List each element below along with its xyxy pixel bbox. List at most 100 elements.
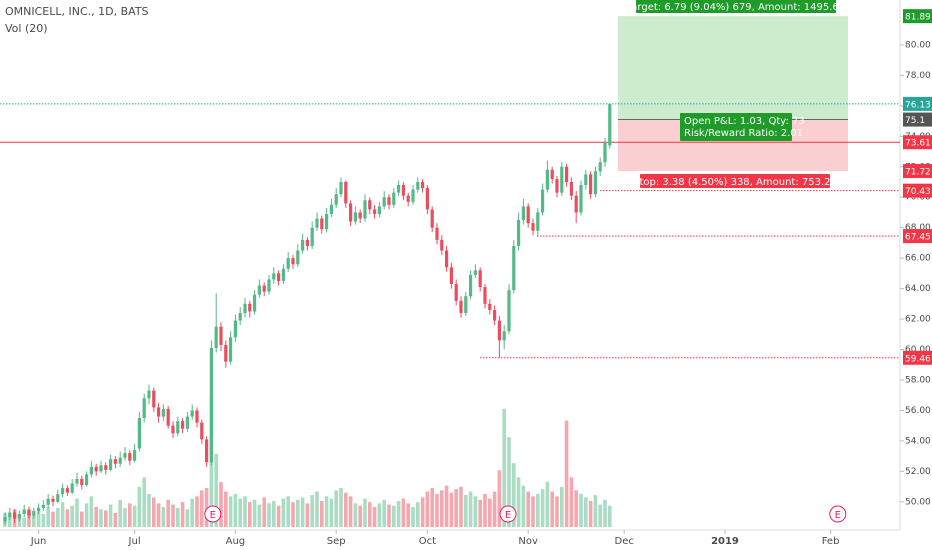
volume-bar <box>425 491 430 527</box>
volume-bar <box>483 493 487 527</box>
indicator-label: Vol (20) <box>5 22 48 35</box>
volume-bar <box>276 505 281 527</box>
y-tick-label: 78.00 <box>905 71 931 81</box>
y-tick-label: 58.00 <box>905 375 931 385</box>
volume-bar <box>411 506 415 527</box>
candle-body <box>516 220 521 246</box>
candle-body <box>152 390 156 408</box>
volume-bar <box>214 453 218 527</box>
target-zone <box>618 16 848 120</box>
volume-bar <box>430 488 434 527</box>
candle-body <box>401 185 405 196</box>
candle-body <box>80 478 84 486</box>
volume-bar <box>598 504 602 527</box>
candle-body <box>161 408 165 417</box>
candle-body <box>248 303 252 312</box>
candle-body <box>214 326 218 349</box>
candle-body <box>584 174 588 186</box>
price-badge <box>903 183 932 198</box>
volume-bar <box>281 498 286 527</box>
volume-bar <box>199 490 204 527</box>
y-tick-label: 68.00 <box>905 223 931 233</box>
x-tick-label: Jul <box>128 536 141 547</box>
y-tick-label: 66.00 <box>905 254 931 264</box>
x-tick-label: Nov <box>518 536 538 547</box>
x-tick-label: Sep <box>327 536 346 547</box>
volume-bar <box>243 496 247 527</box>
candle-body <box>372 209 377 214</box>
volume-bar <box>415 502 420 527</box>
candle-body <box>392 192 396 205</box>
candle-body <box>555 178 559 193</box>
volume-bar <box>137 486 142 527</box>
x-tick-label: Feb <box>822 536 840 547</box>
candle-body <box>459 300 463 313</box>
volume-bar <box>579 493 583 527</box>
candle-body <box>113 459 117 464</box>
candle-body <box>324 213 329 230</box>
volume-bar <box>190 498 194 527</box>
x-tick-label: Jun <box>30 536 47 547</box>
volume-bar <box>94 506 98 527</box>
candle-body <box>521 206 525 221</box>
volume-bar <box>564 420 569 527</box>
volume-bar <box>516 477 521 527</box>
candle-body <box>545 169 549 190</box>
volume-bar <box>41 514 46 527</box>
candle-body <box>603 142 607 163</box>
candle-body <box>377 206 381 214</box>
candle-body <box>564 166 569 182</box>
volume-bar <box>108 504 113 527</box>
volume-bar <box>286 496 290 527</box>
candle-body <box>12 512 17 519</box>
volume-bar <box>435 493 439 527</box>
volume-bar <box>468 491 473 527</box>
candle-body <box>147 390 151 399</box>
volume-bar <box>257 504 262 527</box>
candle-body <box>296 250 300 265</box>
volume-bar <box>387 504 391 527</box>
volume-bar <box>487 498 492 527</box>
candle-body <box>94 466 98 472</box>
price-badge <box>903 96 932 111</box>
candle-body <box>382 197 386 207</box>
volume-bar <box>315 491 319 527</box>
y-tick-label: 80.00 <box>905 40 931 50</box>
candle-body <box>435 227 439 240</box>
volume-bar <box>339 488 343 527</box>
earnings-marker <box>204 505 222 523</box>
candle-body <box>281 268 285 281</box>
volume-bar <box>535 493 540 527</box>
volume-bar <box>319 501 324 527</box>
volume-bar <box>372 506 377 527</box>
candle-body <box>550 169 554 179</box>
volume-bar <box>55 508 60 527</box>
candle-body <box>492 309 497 321</box>
volume-bar <box>46 506 50 527</box>
candle-body <box>137 418 141 449</box>
volume-bar <box>238 498 242 527</box>
candle-body <box>531 223 535 231</box>
candle-body <box>608 103 612 146</box>
volume-bar <box>391 505 396 527</box>
candle-body <box>488 303 492 310</box>
price-badge-label: 67.45 <box>905 233 931 243</box>
volume-bar <box>305 503 310 527</box>
candle-body <box>238 312 242 321</box>
candle-body <box>449 267 453 285</box>
volume-bar <box>406 503 410 527</box>
volume-bar <box>367 502 372 527</box>
candle-body <box>598 162 602 172</box>
candle-body <box>411 189 415 202</box>
volume-bar <box>348 496 353 527</box>
volume-bar <box>175 508 180 527</box>
volume-bar <box>195 496 199 527</box>
volume-bar <box>358 505 362 527</box>
volume-bar <box>142 477 146 527</box>
candle-body <box>526 206 530 224</box>
y-tick-label: 62.00 <box>905 315 931 325</box>
candle-body <box>27 509 31 516</box>
volume-bar <box>132 505 137 527</box>
price-badge <box>903 135 932 150</box>
candle-body <box>310 227 314 246</box>
